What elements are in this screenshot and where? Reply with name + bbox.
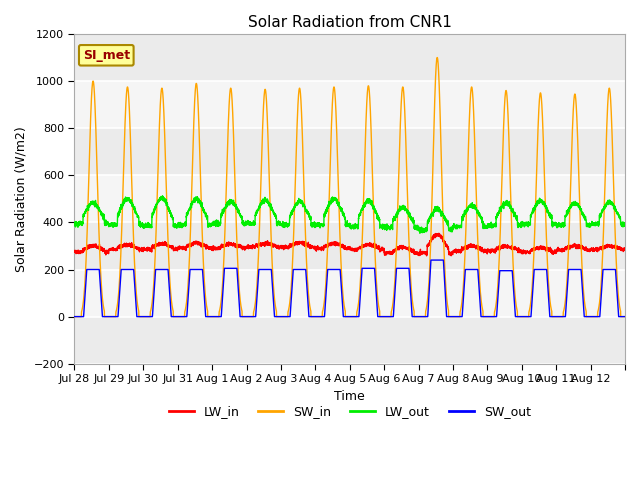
Legend: LW_in, SW_in, LW_out, SW_out: LW_in, SW_in, LW_out, SW_out xyxy=(164,400,536,423)
Title: Solar Radiation from CNR1: Solar Radiation from CNR1 xyxy=(248,15,452,30)
Bar xyxy=(74,128,625,175)
Bar xyxy=(74,175,625,222)
Text: SI_met: SI_met xyxy=(83,49,130,62)
Y-axis label: Solar Radiation (W/m2): Solar Radiation (W/m2) xyxy=(15,126,28,272)
Bar xyxy=(74,317,625,364)
Bar xyxy=(74,222,625,269)
Bar xyxy=(74,81,625,128)
Bar xyxy=(74,269,625,317)
Bar xyxy=(74,34,625,81)
X-axis label: Time: Time xyxy=(334,390,365,403)
